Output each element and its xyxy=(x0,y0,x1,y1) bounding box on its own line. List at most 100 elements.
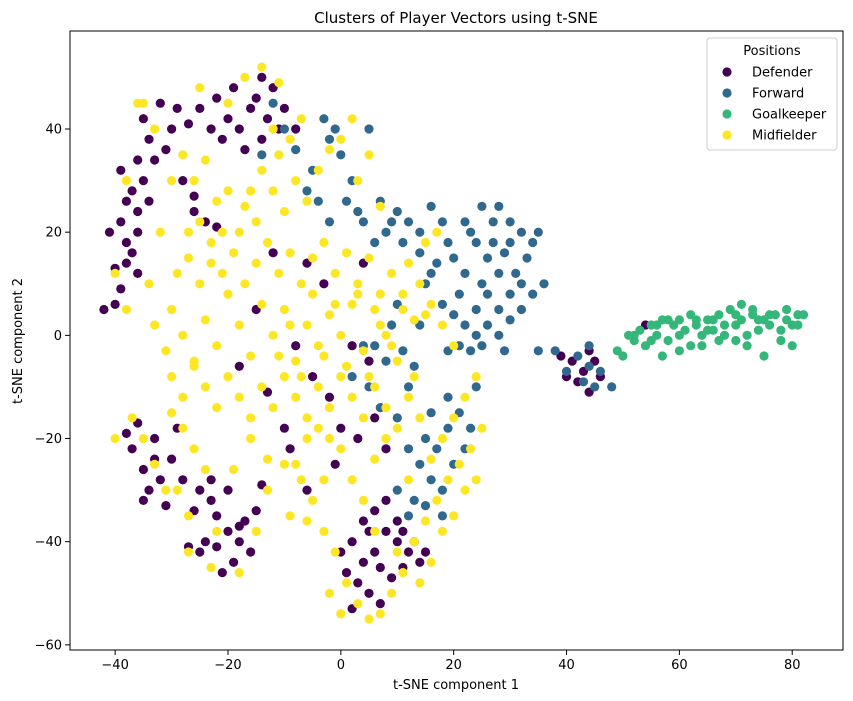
x-tick-label: 80 xyxy=(784,658,801,673)
midfielder-point xyxy=(285,320,295,330)
midfielder-point xyxy=(302,320,312,330)
forward-point xyxy=(471,304,481,315)
midfielder-point xyxy=(336,330,346,340)
forward-point xyxy=(443,237,453,248)
midfielder-point xyxy=(291,392,301,402)
forward-point xyxy=(443,392,453,402)
defender-point xyxy=(370,506,380,516)
goalkeeper-point xyxy=(618,351,628,361)
midfielder-point xyxy=(302,196,312,206)
defender-point xyxy=(212,93,222,103)
midfielder-point xyxy=(403,258,414,268)
defender-point xyxy=(234,361,244,371)
midfielder-point xyxy=(144,279,154,289)
forward-point xyxy=(466,346,476,356)
midfielder-point xyxy=(330,299,340,309)
goalkeeper-point xyxy=(731,320,741,330)
midfielder-point xyxy=(195,279,205,289)
midfielder-point xyxy=(364,372,374,382)
forward-point xyxy=(522,253,532,263)
midfielder-point xyxy=(274,150,284,160)
goalkeeper-point xyxy=(652,320,662,330)
goalkeeper-point xyxy=(776,335,786,346)
midfielder-point xyxy=(206,237,216,248)
defender-point xyxy=(116,284,126,294)
midfielder-point xyxy=(217,268,227,278)
goalkeeper-point xyxy=(742,330,752,340)
midfielder-point xyxy=(313,165,323,175)
midfielder-point xyxy=(375,609,385,619)
midfielder-point xyxy=(229,464,239,475)
midfielder-point xyxy=(341,578,352,588)
forward-point xyxy=(392,206,402,217)
defender-point xyxy=(234,521,244,531)
goalkeeper-point xyxy=(742,341,752,351)
defender-point xyxy=(262,114,273,124)
midfielder-point xyxy=(167,408,177,418)
midfielder-point xyxy=(420,516,431,526)
forward-point xyxy=(353,206,363,217)
midfielder-point xyxy=(381,433,391,444)
forward-point xyxy=(533,227,543,237)
defender-point xyxy=(217,568,227,578)
midfielder-point xyxy=(268,124,278,134)
midfielder-point xyxy=(150,124,160,134)
forward-point xyxy=(482,320,493,330)
forward-point xyxy=(477,341,487,351)
forward-point xyxy=(347,372,357,382)
defender-point xyxy=(387,573,397,583)
defender-point xyxy=(381,526,391,537)
defender-point xyxy=(403,547,414,557)
defender-point xyxy=(183,119,194,129)
midfielder-point xyxy=(302,433,312,444)
defender-point xyxy=(246,547,256,557)
legend-entries: Defender Forward Goalkeeper Midfielder xyxy=(722,66,827,144)
forward-point xyxy=(516,227,527,237)
forward-point xyxy=(437,511,447,521)
midfielder-point xyxy=(460,485,470,495)
defender-point xyxy=(110,299,120,309)
midfielder-point xyxy=(370,304,380,315)
defender-point xyxy=(206,124,216,134)
midfielder-point xyxy=(279,206,289,217)
defender-point xyxy=(364,588,374,598)
x-tick-label: 60 xyxy=(671,658,688,673)
midfielder-point xyxy=(240,72,250,82)
defender-point xyxy=(330,459,340,469)
midfielder-point xyxy=(341,248,352,258)
defender-point xyxy=(285,444,295,454)
legend-marker-forward xyxy=(722,88,732,98)
midfielder-point xyxy=(183,253,194,263)
forward-point xyxy=(409,361,419,371)
defender-point xyxy=(234,124,244,134)
defender-point xyxy=(121,196,131,206)
x-tick-label: 20 xyxy=(445,658,462,673)
forward-point xyxy=(415,248,425,258)
midfielder-point xyxy=(223,289,233,299)
forward-point xyxy=(561,366,572,376)
midfielder-point xyxy=(251,217,261,227)
midfielder-point xyxy=(150,320,160,330)
midfielder-point xyxy=(353,279,363,289)
forward-point xyxy=(578,377,589,387)
defender-point xyxy=(155,475,165,485)
forward-point xyxy=(528,237,538,248)
forward-point xyxy=(494,330,504,340)
defender-point xyxy=(381,495,391,505)
midfielder-point xyxy=(279,459,289,469)
forward-point xyxy=(426,475,436,485)
plot-frame xyxy=(69,30,844,651)
defender-point xyxy=(133,155,143,165)
midfielder-point xyxy=(234,227,244,237)
midfielder-point xyxy=(161,485,171,495)
forward-point xyxy=(471,330,481,340)
midfielder-point xyxy=(403,392,414,402)
forward-point xyxy=(505,237,515,248)
defender-point xyxy=(358,557,368,567)
midfielder-point xyxy=(347,299,357,309)
midfielder-point xyxy=(138,433,148,444)
forward-point xyxy=(516,304,527,315)
defender-point xyxy=(138,176,148,186)
goalkeeper-point xyxy=(708,315,718,325)
defender-point xyxy=(195,547,205,557)
